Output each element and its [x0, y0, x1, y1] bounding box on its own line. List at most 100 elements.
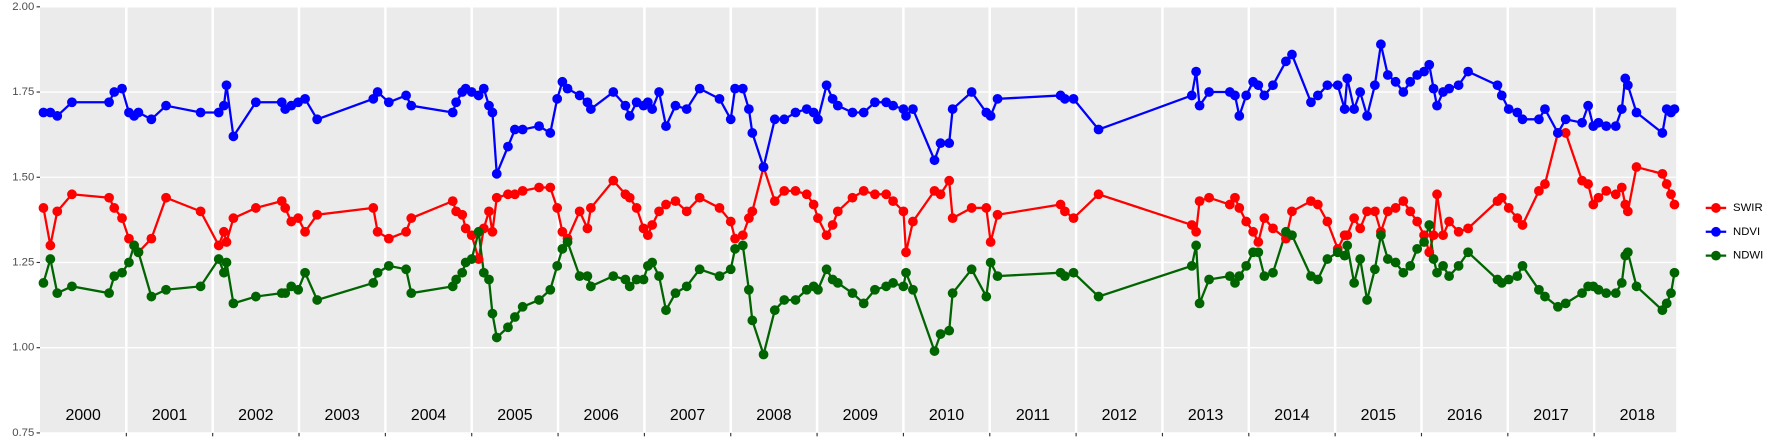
- point: [847, 192, 858, 203]
- point: [1540, 179, 1550, 189]
- point: [779, 186, 790, 196]
- point: [1534, 114, 1544, 125]
- point: [300, 267, 310, 278]
- point: [1268, 223, 1278, 234]
- x-tick-label: 2001: [152, 407, 188, 424]
- point: [487, 107, 498, 118]
- point: [832, 278, 843, 288]
- point: [1268, 267, 1278, 278]
- point: [821, 264, 832, 275]
- point: [1390, 257, 1401, 268]
- point: [935, 138, 946, 149]
- point: [300, 93, 310, 104]
- point: [104, 288, 114, 299]
- point: [730, 243, 740, 254]
- point: [1424, 59, 1435, 70]
- point: [451, 97, 462, 108]
- point: [821, 80, 832, 91]
- x-tick-label: 2015: [1361, 407, 1397, 424]
- point: [813, 284, 823, 295]
- point: [1631, 107, 1642, 118]
- point: [737, 83, 748, 94]
- point: [109, 203, 120, 213]
- legend-key-point: [1711, 203, 1721, 213]
- point: [1424, 220, 1435, 230]
- point: [585, 203, 596, 213]
- point: [1631, 162, 1642, 172]
- point: [858, 186, 869, 196]
- point: [1059, 206, 1070, 217]
- point: [293, 213, 304, 224]
- point: [1593, 117, 1604, 128]
- point: [1355, 223, 1366, 234]
- point: [38, 203, 49, 213]
- x-tick-label: 2007: [670, 407, 706, 424]
- point: [737, 240, 748, 251]
- point: [582, 223, 593, 234]
- point: [714, 93, 725, 104]
- point: [1342, 73, 1353, 84]
- point: [1287, 49, 1297, 60]
- point: [466, 254, 477, 264]
- point: [1405, 260, 1416, 271]
- point: [1517, 260, 1528, 271]
- point: [457, 267, 468, 278]
- point: [45, 254, 56, 264]
- point: [1503, 203, 1514, 213]
- point: [38, 278, 49, 288]
- legend-key-point: [1711, 250, 1721, 261]
- point: [1349, 104, 1360, 114]
- point: [1463, 66, 1473, 77]
- point: [992, 209, 1003, 220]
- point: [383, 260, 394, 271]
- point: [1287, 230, 1297, 241]
- point: [447, 196, 458, 207]
- point: [491, 332, 502, 343]
- point: [1661, 179, 1672, 189]
- legend-key-point: [1711, 226, 1721, 237]
- point: [1349, 213, 1360, 224]
- point: [1517, 220, 1528, 230]
- point: [1560, 128, 1571, 138]
- point: [1419, 66, 1429, 77]
- point: [585, 104, 596, 114]
- point: [670, 288, 681, 299]
- point: [737, 230, 748, 241]
- point: [1093, 124, 1104, 135]
- point: [769, 305, 780, 316]
- point: [1496, 90, 1507, 101]
- point: [487, 226, 498, 237]
- point: [219, 267, 229, 278]
- x-tick-label: 2016: [1447, 407, 1483, 424]
- point: [406, 288, 417, 299]
- point: [1322, 216, 1333, 227]
- point: [747, 206, 758, 217]
- point: [725, 114, 736, 125]
- point: [1666, 189, 1676, 200]
- point: [1610, 288, 1621, 299]
- point: [1259, 90, 1270, 101]
- point: [1253, 80, 1264, 91]
- point: [509, 312, 520, 322]
- x-tick-label: 2011: [1016, 407, 1050, 424]
- point: [1560, 114, 1571, 125]
- point: [714, 203, 725, 213]
- point: [1355, 254, 1366, 264]
- point: [992, 93, 1003, 104]
- point: [947, 104, 958, 114]
- point: [1503, 274, 1514, 285]
- point: [1553, 128, 1563, 138]
- point: [813, 213, 823, 224]
- point: [1593, 192, 1604, 203]
- y-tick-label: 1.50: [12, 171, 34, 183]
- point: [312, 295, 323, 305]
- point: [714, 271, 725, 281]
- point: [1376, 230, 1386, 241]
- point: [67, 97, 77, 108]
- point: [401, 226, 411, 237]
- point: [779, 114, 790, 125]
- point: [908, 284, 918, 295]
- point: [1616, 278, 1627, 288]
- point: [743, 104, 754, 114]
